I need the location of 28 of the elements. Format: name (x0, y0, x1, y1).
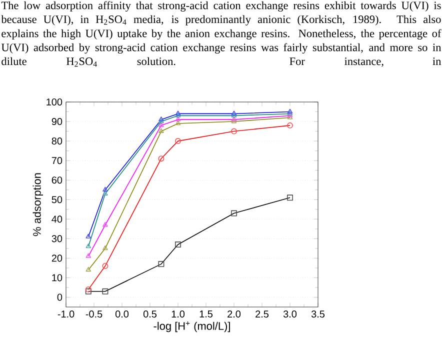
x-tick-label: 3.0 (283, 310, 297, 318)
y-tick-label: 10 (52, 274, 62, 282)
text: U(VI) adsorbed by strong-acid cation exchange resins was fairly substantial, and more so in (1, 43, 442, 54)
text: The low adsorption affinity that strong-acid cation exchange resins exhibit towards U(VI) is (1, 1, 441, 12)
x-tick-label: 2.5 (256, 310, 269, 318)
x-tick-label: 1.5 (200, 310, 213, 318)
y-tick-label: 40 (52, 216, 62, 223)
x-tick-label: 3.5 (311, 310, 325, 318)
x-tick-label: -1.0 (58, 310, 74, 318)
y-tick-label: 60 (52, 176, 62, 184)
x-tick-label: 0.5 (143, 310, 157, 318)
text: explains the high U(VI) uptake by the anion exchange resins. Nonetheless, the percentage of (2, 29, 442, 40)
y-tick-label: 20 (52, 254, 62, 262)
y-tick-label: 80 (52, 138, 62, 145)
y-tick-label: 30 (52, 235, 62, 242)
text: dilute H$_{2}$SO$_{4}$ solution. For instance, in (2, 57, 442, 67)
y-tick-label: 100 (46, 98, 62, 106)
y-tick-label: 0 (57, 294, 62, 301)
x-tick-label: 1.0 (172, 310, 185, 318)
x-tick-label: 2.0 (228, 310, 241, 318)
x-tick-label: -0.5 (86, 310, 102, 318)
y-axis-title: % adsorption (32, 173, 43, 236)
y-tick-label: 70 (52, 157, 62, 164)
x-axis-title: -log [H$^{+}$ (mol/L)] (154, 321, 230, 332)
x-tick-label: 0.0 (115, 310, 129, 318)
y-tick-label: 50 (52, 196, 62, 204)
y-tick-label: 90 (52, 118, 62, 126)
text: because U(VI), in H$_{2}$SO$_{4}$ media, is predominantly anionic (Korkisch, 1989). This also (1, 15, 441, 26)
